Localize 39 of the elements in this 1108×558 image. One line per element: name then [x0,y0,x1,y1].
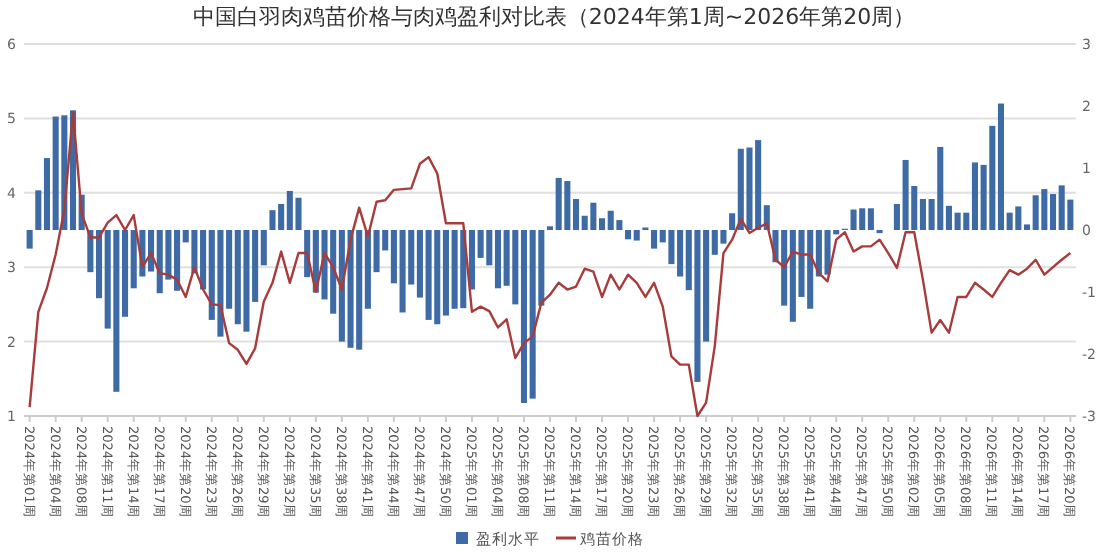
bar [243,230,250,332]
bar [850,209,857,230]
bar [1041,189,1048,230]
bar [954,212,961,230]
bar [347,230,354,348]
bar [1058,185,1065,230]
bar [425,230,432,320]
bar [113,230,120,392]
bar [590,202,597,230]
bar [1015,206,1022,230]
bar [859,208,866,230]
line-series [28,111,1072,418]
bar [997,103,1005,230]
bar [694,230,701,382]
chart-title: 中国白羽肉鸡苗价格与肉鸡盈利对比表（2024年第1周~2026年第20周） [192,4,916,30]
bar [607,210,614,230]
bar [902,159,909,230]
bar [1032,195,1039,230]
bar [529,230,536,399]
bar [269,210,276,230]
bar [746,147,753,230]
bar [555,177,562,230]
bar [52,116,59,230]
bar [937,146,944,230]
bar [156,230,163,294]
bar [434,230,441,325]
bar [625,230,632,240]
bar [867,208,874,230]
bar [234,230,241,325]
bar [399,230,406,313]
bar [295,197,302,230]
bar [564,181,571,230]
bar [651,230,658,249]
bar [26,230,33,249]
bar [824,230,831,275]
bar [520,230,528,403]
bar [217,230,224,337]
bar [633,230,640,241]
bar [451,230,458,309]
